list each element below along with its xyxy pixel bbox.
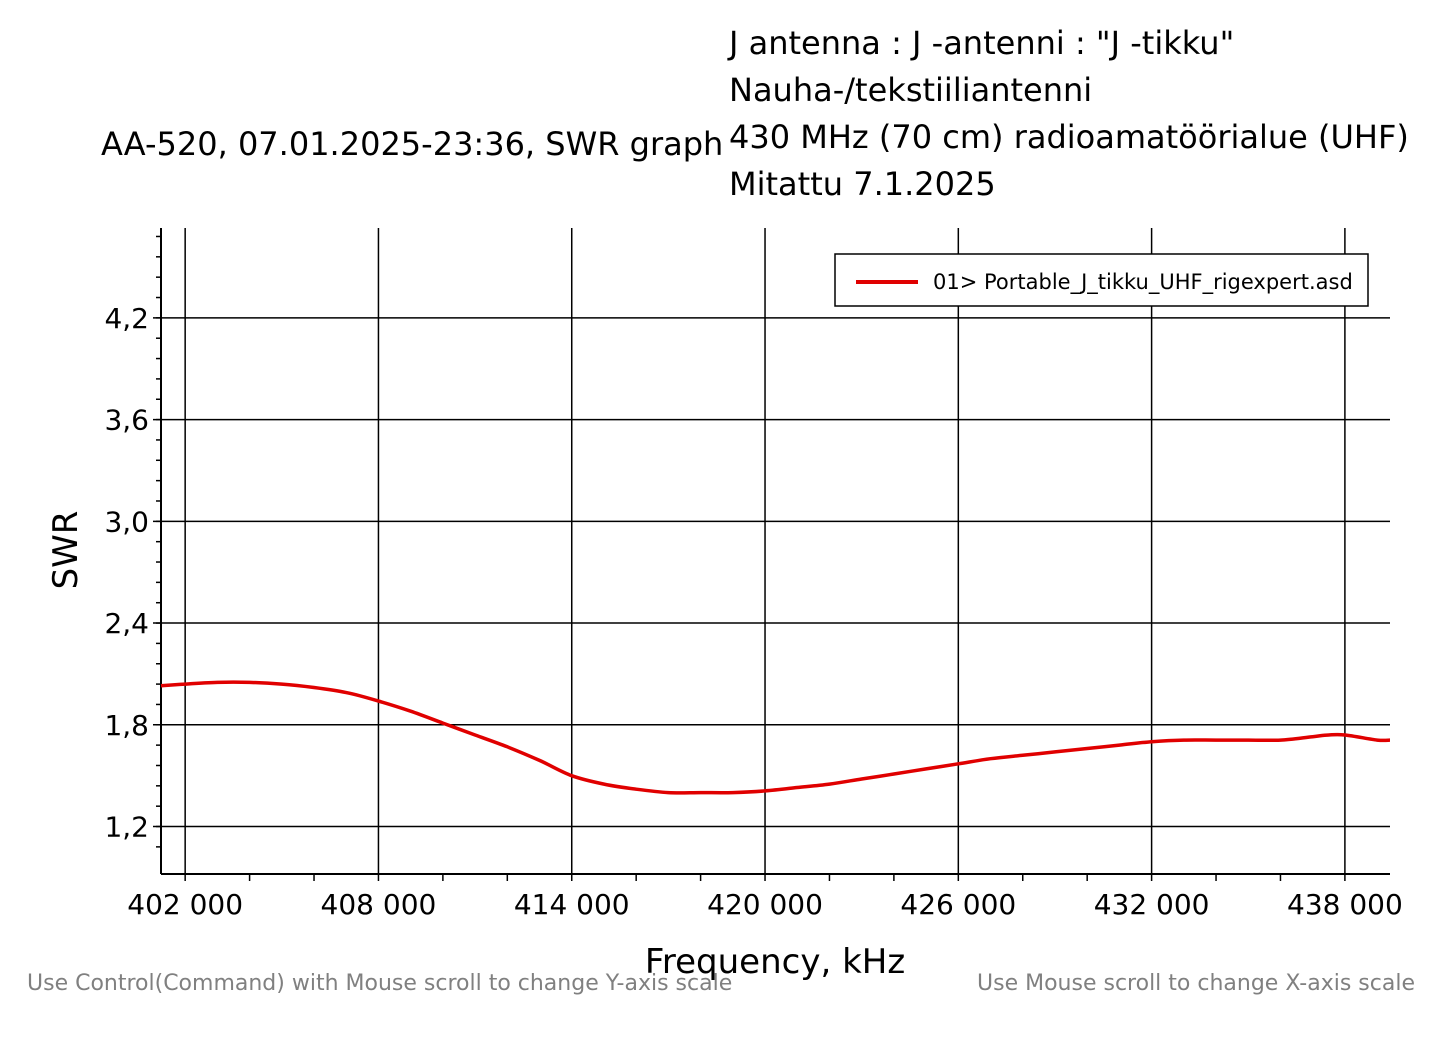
y-tick-label: 1,8 [104,709,149,742]
x-axis-title: Frequency, kHz [645,942,905,982]
legend-entry-label: 01> Portable_J_tikku_UHF_rigexpert.asd [933,270,1353,295]
legend[interactable]: 01> Portable_J_tikku_UHF_rigexpert.asd [834,253,1369,307]
y-tick-label: 3,0 [104,505,149,538]
x-tick-label: 426 000 [900,888,1016,921]
swr-series-line[interactable] [160,680,1391,795]
note-line-measured-date: Mitattu 7.1.2025 [729,165,996,203]
antenna-notes: J antenna : J -antenni : "J -tikku" Nauh… [729,20,1409,208]
note-line-antenna-type: J antenna : J -antenni : "J -tikku" [729,24,1235,62]
minor-ticks [156,235,1346,881]
x-tick-label: 420 000 [707,888,823,921]
x-tick-label: 432 000 [1094,888,1210,921]
axes [160,228,1390,875]
y-tick-label: 4,2 [104,302,149,335]
x-tick-label: 438 000 [1287,888,1403,921]
x-tick-label: 408 000 [321,888,437,921]
grid-lines [153,228,1390,874]
x-tick-label: 414 000 [514,888,630,921]
note-line-antenna-material: Nauha-/tekstiiliantenni [729,71,1093,109]
y-tick-label: 2,4 [104,607,149,640]
y-tick-label: 1,2 [104,811,149,844]
note-line-band: 430 MHz (70 cm) radioamatöörialue (UHF) [729,118,1409,156]
tick-labels: 402 000 408 000 414 000 420 000 426 000 432 0… [104,302,1402,921]
series-layer[interactable] [160,680,1391,795]
x-scale-hint: Use Mouse scroll to change X-axis scale [977,971,1415,996]
y-axis-title: SWR [46,511,86,590]
x-tick-label: 402 000 [127,888,243,921]
y-tick-label: 3,6 [104,404,149,437]
legend-box [834,253,1369,307]
y-scale-hint: Use Control(Command) with Mouse scroll t… [27,971,733,996]
graph-title: AA-520, 07.01.2025-23:36, SWR graph [101,125,724,163]
